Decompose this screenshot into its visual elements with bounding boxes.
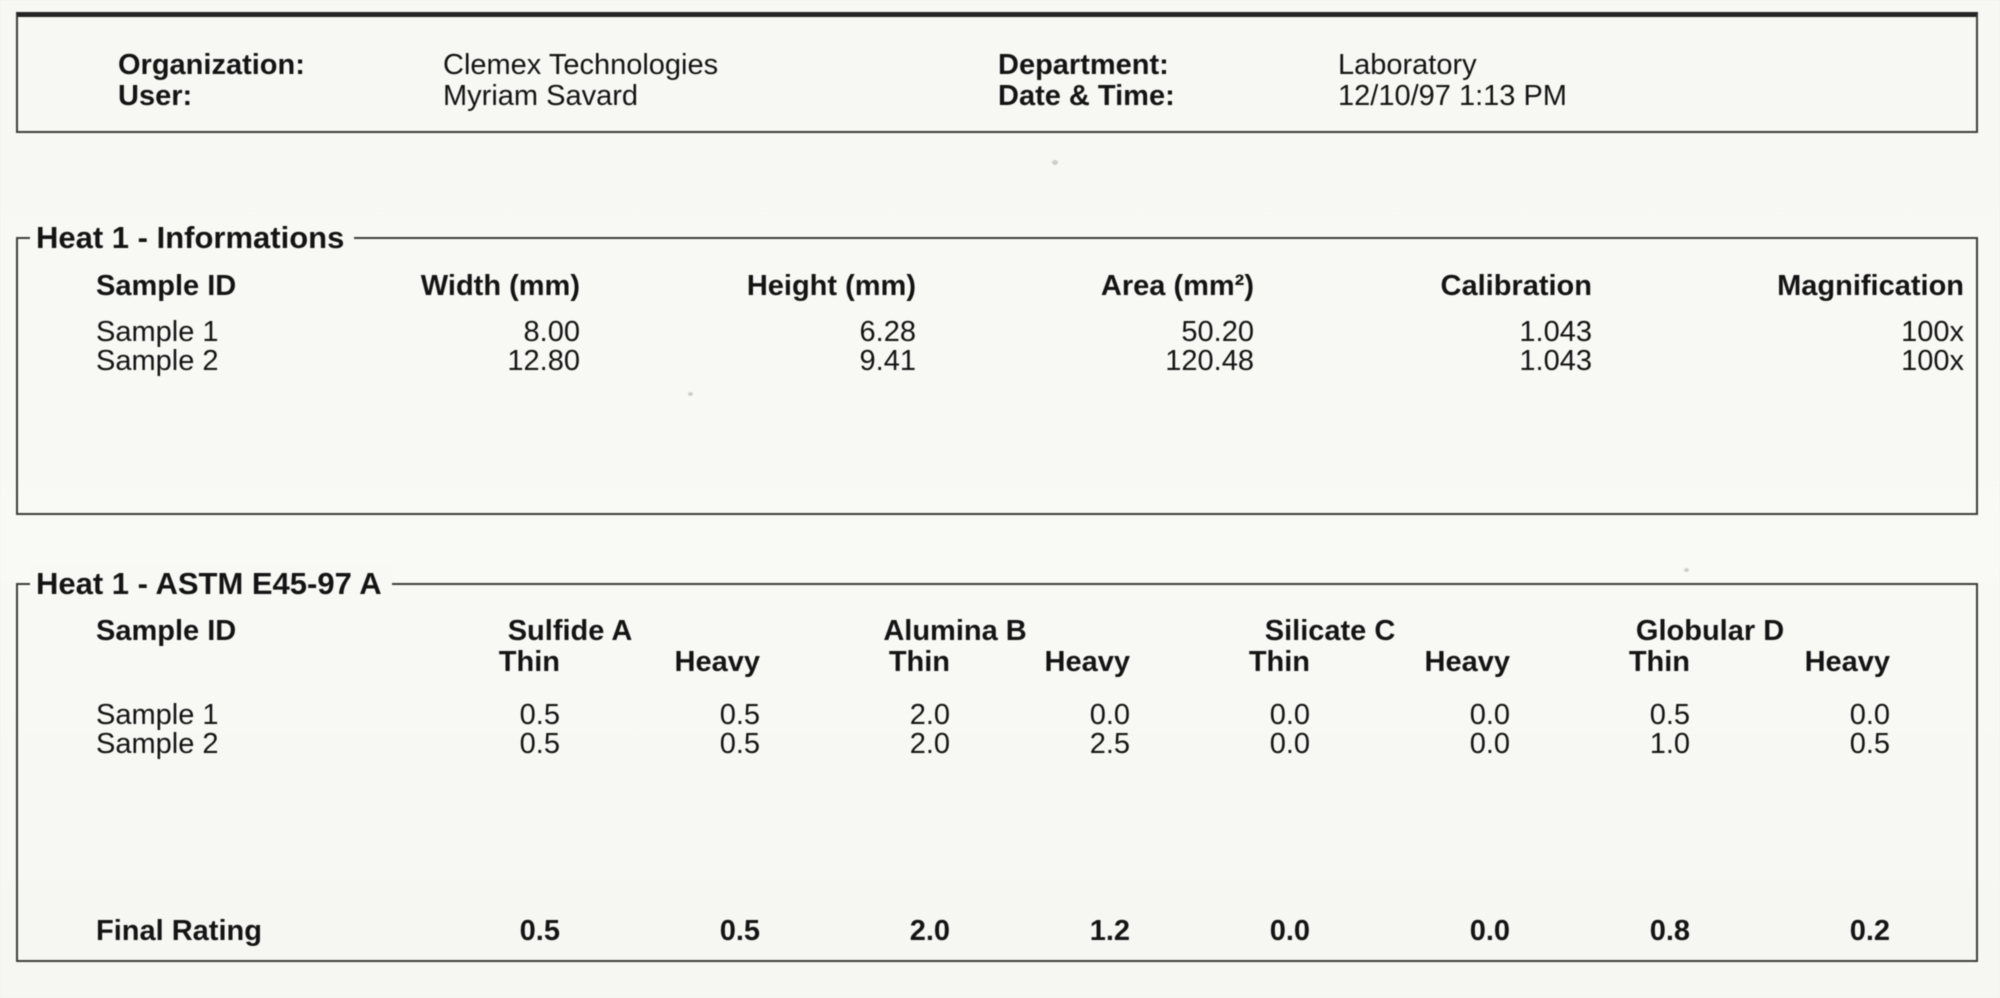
- subheader-globular-heavy: Heavy: [1804, 646, 1891, 678]
- astm-row-sample2: Sample 2 0.5 0.5 2.0 2.5 0.0 0.0 1.0 0.5: [18, 730, 1900, 759]
- col-header-height: Height (mm): [746, 270, 916, 302]
- final-rating-value: 2.0: [909, 915, 951, 947]
- scan-speckle: [688, 392, 693, 396]
- astm-section-title: Heat 1 - ASTM E45-97 A: [30, 564, 392, 604]
- department-label: Department:: [998, 49, 1169, 81]
- cell-rating: 2.0: [909, 728, 951, 760]
- subheader-silicate-heavy: Heavy: [1424, 646, 1511, 678]
- col-header-sample-id: Sample ID: [96, 615, 237, 647]
- astm-subheader-row: Thin Heavy Thin Heavy Thin Heavy Thin He…: [18, 648, 1900, 677]
- group-header-silicate-c: Silicate C: [1264, 615, 1396, 647]
- cell-rating: 1.0: [1649, 728, 1691, 760]
- astm-final-rating-row: Final Rating 0.5 0.5 2.0 1.2 0.0 0.0 0.8…: [18, 917, 1900, 946]
- cell-rating: 0.0: [1469, 699, 1511, 731]
- astm-table: Sample ID Sulfide A Alumina B Silicate C…: [18, 615, 1900, 946]
- col-header-magnification: Magnification: [1777, 270, 1964, 302]
- cell-magnification: 100x: [1901, 345, 1964, 377]
- user-label: User:: [118, 80, 193, 112]
- heat1-informations-section: Heat 1 - Informations Sample ID Width (m…: [16, 218, 1978, 515]
- cell-rating: 0.5: [1849, 728, 1891, 760]
- department-value: Laboratory: [1338, 49, 1477, 81]
- spacer-row: [18, 759, 1900, 917]
- cell-sample-id: Sample 1: [96, 316, 219, 348]
- subheader-silicate-thin: Thin: [1248, 646, 1311, 678]
- heat1-astm-section: Heat 1 - ASTM E45-97 A Sample ID Sulfide…: [16, 564, 1978, 962]
- datetime-value: 12/10/97 1:13 PM: [1338, 80, 1567, 112]
- cell-rating: 0.0: [1849, 699, 1891, 731]
- informations-row-sample2: Sample 2 12.80 9.41 120.48 1.043 100x: [18, 347, 1974, 376]
- user-value: Myriam Savard: [443, 80, 638, 112]
- subheader-globular-thin: Thin: [1628, 646, 1691, 678]
- cell-rating: 0.5: [719, 728, 761, 760]
- header-row-1: Organization: Clemex Technologies Depart…: [18, 50, 1976, 81]
- datetime-label: Date & Time:: [998, 80, 1175, 112]
- cell-calibration: 1.043: [1519, 345, 1592, 377]
- group-header-alumina-b: Alumina B: [883, 615, 1027, 647]
- cell-width: 12.80: [507, 345, 580, 377]
- col-header-sample-id: Sample ID: [96, 270, 237, 302]
- subheader-sulfide-heavy: Heavy: [674, 646, 761, 678]
- organization-label: Organization:: [118, 49, 305, 81]
- cell-rating: 0.5: [519, 699, 560, 731]
- group-header-globular-d: Globular D: [1635, 615, 1785, 647]
- scan-speckle: [1052, 160, 1058, 165]
- cell-magnification: 100x: [1901, 316, 1964, 348]
- cell-area: 50.20: [1181, 316, 1254, 348]
- informations-header-row: Sample ID Width (mm) Height (mm) Area (m…: [18, 271, 1974, 318]
- cell-calibration: 1.043: [1519, 316, 1592, 348]
- cell-sample-id: Sample 2: [96, 728, 219, 760]
- final-rating-label: Final Rating: [96, 915, 262, 947]
- cell-rating: 0.0: [1469, 728, 1511, 760]
- cell-rating: 2.0: [909, 699, 951, 731]
- col-header-area: Area (mm²): [1100, 270, 1254, 302]
- cell-rating: 0.0: [1089, 699, 1131, 731]
- informations-section-title: Heat 1 - Informations: [30, 218, 355, 258]
- cell-rating: 0.0: [1269, 728, 1311, 760]
- group-header-sulfide-a: Sulfide A: [507, 615, 633, 647]
- final-rating-value: 0.5: [719, 915, 761, 947]
- cell-width: 8.00: [523, 316, 580, 348]
- subheader-alumina-heavy: Heavy: [1044, 646, 1131, 678]
- informations-table: Sample ID Width (mm) Height (mm) Area (m…: [18, 271, 1974, 376]
- cell-rating: 0.5: [719, 699, 761, 731]
- scan-speckle: [1684, 568, 1689, 572]
- organization-value: Clemex Technologies: [443, 49, 719, 81]
- informations-row-sample1: Sample 1 8.00 6.28 50.20 1.043 100x: [18, 318, 1974, 347]
- final-rating-value: 0.2: [1849, 915, 1891, 947]
- final-rating-value: 0.0: [1269, 915, 1311, 947]
- subheader-alumina-thin: Thin: [888, 646, 951, 678]
- col-header-calibration: Calibration: [1440, 270, 1592, 302]
- final-rating-value: 1.2: [1089, 915, 1131, 947]
- final-rating-value: 0.0: [1469, 915, 1511, 947]
- cell-area: 120.48: [1165, 345, 1254, 377]
- final-rating-value: 0.8: [1649, 915, 1691, 947]
- cell-rating: 0.0: [1269, 699, 1311, 731]
- cell-height: 6.28: [859, 316, 916, 348]
- final-rating-value: 0.5: [519, 915, 560, 947]
- header-row-2: User: Myriam Savard Date & Time: 12/10/9…: [18, 81, 1976, 112]
- subheader-sulfide-thin: Thin: [498, 646, 560, 678]
- cell-height: 9.41: [859, 345, 916, 377]
- col-header-width: Width (mm): [420, 270, 580, 302]
- cell-rating: 0.5: [519, 728, 560, 760]
- report-header-box: Organization: Clemex Technologies Depart…: [16, 12, 1978, 133]
- cell-sample-id: Sample 1: [96, 699, 219, 731]
- cell-rating: 0.5: [1649, 699, 1691, 731]
- astm-group-header-row: Sample ID Sulfide A Alumina B Silicate C…: [18, 615, 1900, 648]
- cell-rating: 2.5: [1089, 728, 1131, 760]
- cell-sample-id: Sample 2: [96, 345, 219, 377]
- astm-row-sample1: Sample 1 0.5 0.5 2.0 0.0 0.0 0.0 0.5 0.0: [18, 677, 1900, 730]
